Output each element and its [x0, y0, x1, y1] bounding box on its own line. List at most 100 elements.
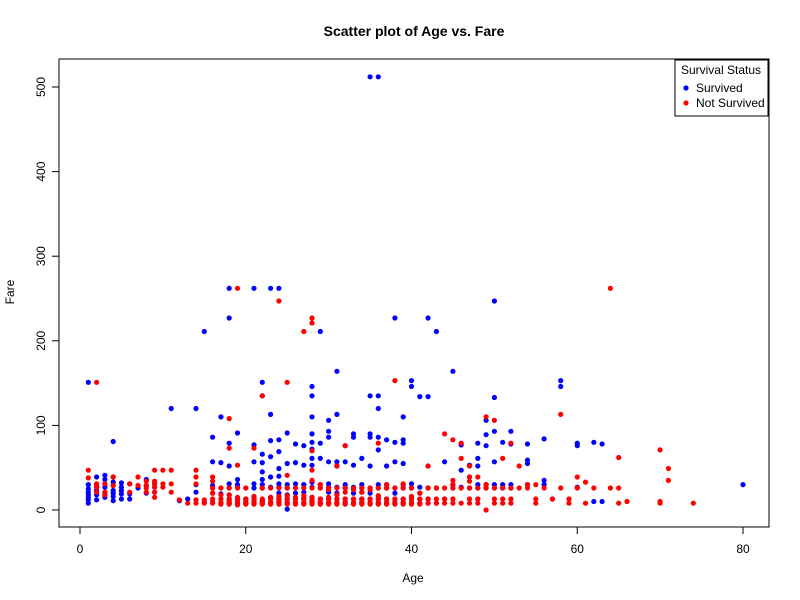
point-not-survived-188: [375, 485, 381, 491]
point-not-survived-18: [143, 482, 149, 489]
point-not-survived-157: [334, 463, 340, 469]
point-survived-294: [591, 498, 597, 505]
point-not-survived-33: [185, 500, 191, 506]
point-survived-203: [375, 74, 381, 80]
point-not-survived-131: [309, 494, 315, 500]
point-not-survived-228: [442, 431, 448, 437]
point-not-survived-141: [317, 496, 323, 502]
point-not-survived-76: [243, 485, 249, 491]
point-survived-64: [226, 481, 232, 487]
point-survived-200: [375, 434, 381, 440]
point-survived-58: [218, 460, 224, 466]
point-not-survived-215: [417, 500, 423, 506]
point-not-survived-277: [566, 496, 572, 502]
point-not-survived-112: [284, 379, 290, 385]
point-survived-214: [392, 459, 398, 465]
y-tick-label-2: 200: [34, 330, 48, 350]
point-not-survived-291: [657, 500, 663, 506]
point-not-survived-284: [607, 285, 614, 291]
point-survived-164: [334, 411, 340, 417]
point-not-survived-265: [516, 485, 522, 491]
point-not-survived-32: [176, 497, 182, 503]
point-survived-68: [226, 285, 232, 291]
point-not-survived-240: [466, 496, 473, 502]
point-survived-156: [326, 428, 332, 434]
point-survived-261: [475, 455, 481, 461]
point-not-survived-82: [251, 493, 257, 500]
point-survived-19: [102, 476, 108, 483]
point-survived-55: [210, 459, 216, 465]
point-not-survived-226: [442, 496, 448, 502]
point-survived-270: [491, 459, 497, 465]
point-survived-189: [367, 463, 373, 469]
point-not-survived-182: [367, 485, 373, 491]
point-survived-77: [251, 485, 257, 491]
point-survived-202: [375, 393, 381, 399]
point-not-survived-245: [475, 500, 481, 506]
point-survived-119: [292, 490, 299, 496]
point-survived-49: [193, 405, 199, 412]
point-survived-20: [102, 472, 108, 478]
point-not-survived-124: [301, 485, 307, 491]
point-not-survived-187: [375, 493, 381, 499]
point-not-survived-155: [334, 492, 340, 498]
point-survived-73: [234, 430, 241, 436]
point-not-survived-201: [392, 378, 398, 384]
point-survived-134: [309, 462, 315, 468]
point-survived-276: [500, 439, 506, 445]
point-survived-120: [292, 481, 299, 487]
point-not-survived-264: [508, 440, 514, 446]
point-survived-250: [450, 368, 456, 374]
point-not-survived-25: [152, 467, 158, 473]
point-survived-34: [127, 496, 133, 502]
x-axis-label: Age: [402, 571, 424, 585]
point-not-survived-35: [193, 497, 199, 503]
point-survived-212: [392, 490, 398, 496]
point-survived-252: [458, 467, 464, 473]
point-survived-146: [317, 455, 323, 461]
point-not-survived-20: [152, 494, 158, 500]
point-not-survived-261: [508, 500, 514, 506]
point-survived-95: [268, 474, 274, 480]
point-survived-229: [408, 481, 415, 487]
legend-marker-not-survived: [683, 100, 689, 106]
point-not-survived-118: [292, 485, 299, 491]
point-not-survived-246: [475, 496, 481, 502]
point-survived-148: [317, 328, 323, 335]
point-not-survived-195: [384, 482, 390, 488]
point-not-survived-10: [110, 482, 116, 489]
point-not-survived-30: [168, 481, 174, 487]
point-not-survived-9: [102, 481, 108, 487]
point-not-survived-37: [193, 474, 199, 480]
point-survived-215: [392, 439, 398, 445]
point-not-survived-287: [616, 454, 622, 461]
point-survived-115: [284, 460, 290, 467]
point-not-survived-238: [458, 455, 464, 461]
point-survived-191: [367, 431, 373, 437]
point-survived-8: [94, 497, 100, 503]
point-survived-79: [251, 459, 257, 465]
point-survived-138: [309, 431, 315, 437]
point-survived-46: [185, 496, 191, 502]
point-survived-284: [524, 441, 531, 447]
point-not-survived-243: [466, 474, 473, 480]
point-not-survived-285: [616, 500, 622, 506]
point-not-survived-230: [450, 496, 456, 502]
point-not-survived-274: [558, 485, 564, 491]
point-not-survived-236: [458, 485, 464, 491]
point-not-survived-95: [268, 494, 274, 500]
point-not-survived-279: [574, 474, 580, 480]
point-not-survived-293: [665, 465, 672, 472]
point-survived-241: [425, 394, 431, 400]
point-not-survived-281: [582, 479, 589, 485]
point-not-survived-133: [309, 477, 315, 483]
point-survived-24: [110, 487, 116, 494]
point-survived-231: [408, 378, 415, 384]
point-not-survived-136: [309, 320, 315, 326]
point-not-survived-252: [483, 414, 489, 420]
point-not-survived-156: [334, 485, 340, 491]
point-not-survived-223: [433, 496, 439, 502]
point-survived-236: [417, 394, 423, 400]
point-not-survived-53: [218, 485, 224, 491]
